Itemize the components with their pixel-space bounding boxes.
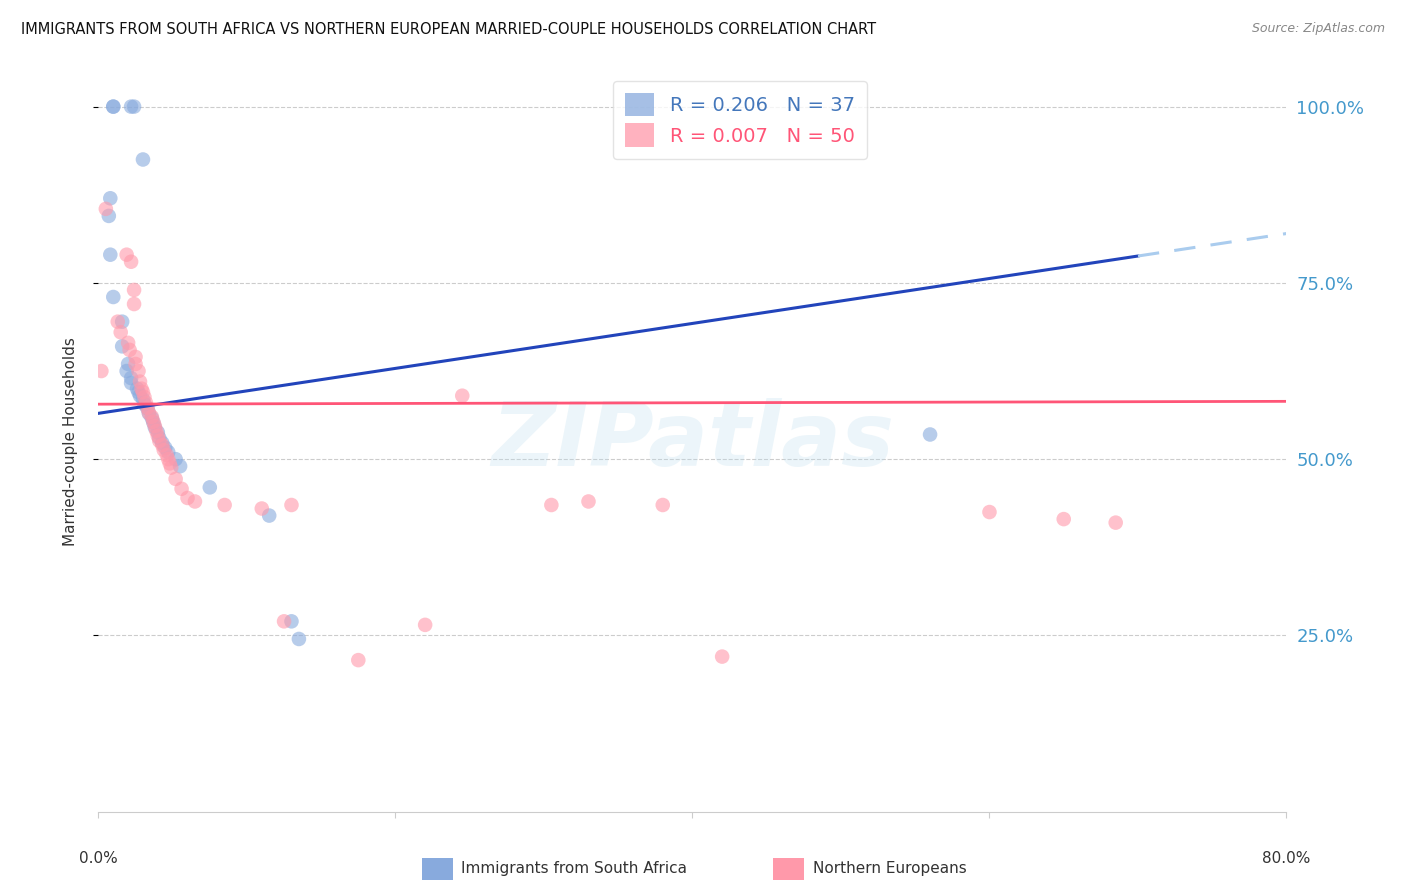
Text: ZIPatlas: ZIPatlas <box>491 398 894 485</box>
Point <box>135 396 157 410</box>
Point <box>141 409 163 424</box>
Point <box>145 424 167 438</box>
Point <box>117 335 139 350</box>
Point <box>152 442 174 457</box>
Point <box>97 209 120 223</box>
Point <box>142 415 165 429</box>
Point <box>148 431 170 445</box>
Point <box>155 441 177 455</box>
Point <box>94 202 117 216</box>
Text: 0.0%: 0.0% <box>79 850 118 865</box>
Point <box>169 459 191 474</box>
Point <box>125 382 148 396</box>
Point <box>176 491 198 505</box>
Point <box>141 411 163 425</box>
Point <box>540 498 562 512</box>
Point <box>122 297 145 311</box>
Point <box>160 460 183 475</box>
Point <box>122 100 145 114</box>
Point <box>118 343 141 357</box>
Point <box>103 290 125 304</box>
Point <box>979 505 1001 519</box>
Point <box>98 248 121 262</box>
Point <box>165 472 187 486</box>
Point <box>142 416 165 430</box>
Point <box>150 436 173 450</box>
Point <box>280 498 302 512</box>
Point <box>138 406 160 420</box>
Point <box>136 401 159 415</box>
Point <box>250 501 273 516</box>
Point <box>157 445 180 459</box>
Point <box>124 357 146 371</box>
Point <box>146 429 169 443</box>
Point <box>107 315 129 329</box>
Point <box>128 364 150 378</box>
Point <box>347 653 370 667</box>
Point <box>413 618 436 632</box>
Point <box>134 397 156 411</box>
Point <box>273 615 295 629</box>
Point <box>143 419 166 434</box>
Point <box>150 438 173 452</box>
Text: Northern Europeans: Northern Europeans <box>813 862 966 876</box>
Point <box>1105 516 1128 530</box>
Y-axis label: Married-couple Households: Married-couple Households <box>63 337 77 546</box>
Point <box>214 498 236 512</box>
Point <box>98 191 121 205</box>
Point <box>159 457 181 471</box>
Point <box>120 376 142 390</box>
Point <box>198 480 221 494</box>
Point <box>128 385 150 400</box>
Point <box>148 434 170 448</box>
Point <box>110 325 132 339</box>
Point <box>124 350 146 364</box>
Point <box>132 385 155 400</box>
Point <box>103 100 125 114</box>
Point <box>288 632 311 646</box>
Point <box>120 254 142 268</box>
Point <box>651 498 673 512</box>
Point <box>920 427 942 442</box>
Point <box>129 389 152 403</box>
Point <box>184 494 207 508</box>
Point <box>138 406 160 420</box>
Point <box>111 315 134 329</box>
Point <box>115 248 138 262</box>
Point <box>103 100 125 114</box>
Point <box>122 283 145 297</box>
Point <box>120 371 142 385</box>
Point <box>131 382 153 396</box>
Point <box>170 482 193 496</box>
Point <box>111 339 134 353</box>
Point <box>136 401 159 416</box>
Text: IMMIGRANTS FROM SOUTH AFRICA VS NORTHERN EUROPEAN MARRIED-COUPLE HOUSEHOLDS CORR: IMMIGRANTS FROM SOUTH AFRICA VS NORTHERN… <box>21 22 876 37</box>
Point <box>257 508 280 523</box>
Point <box>120 100 142 114</box>
Point <box>711 649 734 664</box>
Point <box>280 615 302 629</box>
Point <box>451 389 474 403</box>
Text: Immigrants from South Africa: Immigrants from South Africa <box>461 862 688 876</box>
Text: Source: ZipAtlas.com: Source: ZipAtlas.com <box>1251 22 1385 36</box>
Point <box>132 153 155 167</box>
Point <box>143 420 166 434</box>
Point <box>115 364 138 378</box>
Point <box>156 448 179 462</box>
Text: 80.0%: 80.0% <box>1263 850 1310 865</box>
Legend: R = 0.206   N = 37, R = 0.007   N = 50: R = 0.206 N = 37, R = 0.007 N = 50 <box>613 81 866 159</box>
Point <box>1053 512 1076 526</box>
Point <box>117 357 139 371</box>
Point <box>134 390 156 404</box>
Point <box>90 364 112 378</box>
Point <box>132 392 155 407</box>
Point <box>129 375 152 389</box>
Point <box>157 452 180 467</box>
Point <box>578 494 600 508</box>
Point <box>146 425 169 440</box>
Point <box>165 452 187 467</box>
